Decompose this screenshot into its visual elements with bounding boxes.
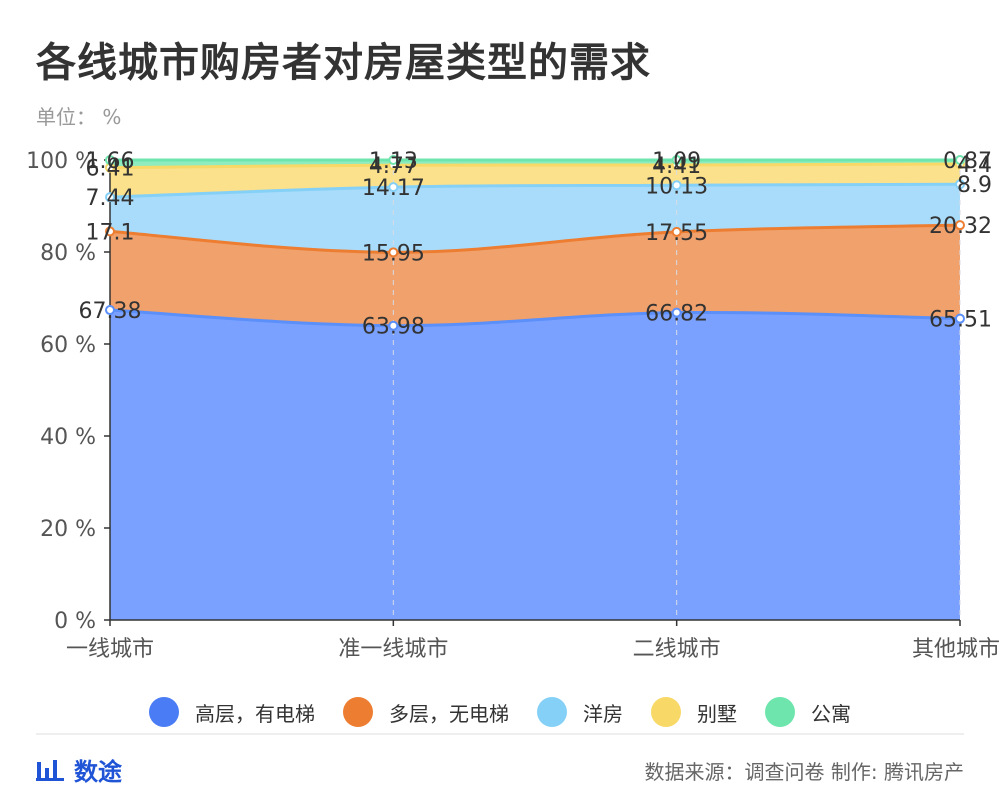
area-series-0 [110, 310, 960, 620]
data-label: 0.87 [943, 149, 992, 174]
y-tick-label: 60 % [40, 333, 96, 358]
data-point [955, 179, 965, 190]
data-label: 4.4 [957, 153, 992, 178]
data-point [105, 226, 115, 237]
data-label: 65.51 [929, 308, 992, 333]
x-tick-label: 一线城市 [66, 637, 154, 662]
data-label: 7.44 [86, 186, 135, 211]
data-label: 4.41 [652, 154, 701, 179]
data-point [955, 220, 965, 231]
series-line-2 [109, 182, 961, 199]
footer-divider [36, 733, 964, 735]
brand-logo: 数途 [36, 752, 122, 787]
y-tick-label: 80 % [40, 241, 96, 266]
data-point [388, 320, 399, 331]
bar-chart-icon [36, 759, 64, 781]
series-line-0 [109, 308, 961, 328]
legend-item-low-rise[interactable]: 多层，无电梯 [343, 697, 509, 727]
data-source: 数据来源：调查问卷 制作: 腾讯房产 [644, 760, 964, 784]
data-label: 66.82 [645, 302, 708, 327]
legend-marker-villa [651, 697, 681, 727]
data-label: 17.1 [86, 220, 135, 245]
data-point [105, 192, 115, 203]
data-point [388, 247, 399, 258]
legend-label-apartment: 公寓 [811, 701, 851, 726]
data-point [671, 226, 682, 237]
y-tick-label: 20 % [40, 517, 96, 542]
stacked-area-chart: 0 % 20 % 40 % 60 % 80 % 100 % 一线城市 准一线城市 二线城市 其他城… [26, 149, 1000, 662]
data-label: 63.98 [362, 315, 425, 340]
x-tick-label: 其他城市 [912, 637, 1000, 662]
data-point [388, 155, 399, 165]
x-tick-label: 二线城市 [633, 637, 721, 662]
legend-label-garden-house: 洋房 [583, 701, 623, 726]
data-point [105, 305, 115, 316]
data-label: 1.13 [369, 149, 418, 174]
brand-name: 数途 [74, 758, 122, 786]
legend-label-villa: 别墅 [697, 701, 737, 726]
legend-label-low-rise: 多层，无电梯 [389, 701, 509, 726]
series-line-1 [109, 223, 961, 254]
legend-marker-high-rise [149, 697, 179, 727]
data-label: 1.66 [86, 149, 135, 174]
legend-marker-garden-house [537, 697, 567, 727]
legend-item-villa[interactable]: 别墅 [651, 697, 737, 727]
data-label: 8.9 [957, 173, 992, 198]
data-point [671, 307, 682, 318]
data-label: 67.38 [79, 299, 142, 324]
legend-marker-low-rise [343, 697, 373, 727]
data-label: 15.95 [362, 241, 425, 266]
data-label: 1.09 [652, 149, 701, 174]
data-label: 20.32 [929, 214, 992, 239]
data-point [671, 155, 682, 165]
data-point [955, 313, 965, 324]
data-point [388, 182, 399, 193]
legend-marker-apartment [765, 697, 795, 727]
legend-item-apartment[interactable]: 公寓 [765, 697, 851, 727]
chart-title: 各线城市购房者对房屋类型的需求 [36, 40, 651, 86]
series-line-3 [109, 162, 961, 170]
y-tick-label: 100 % [26, 149, 96, 174]
data-point [105, 155, 115, 166]
y-tick-label: 0 % [54, 609, 96, 634]
legend-label-high-rise: 高层，有电梯 [195, 701, 315, 726]
data-point [955, 155, 965, 165]
data-label: 14.17 [362, 176, 425, 201]
unit-label: 单位： % [36, 105, 122, 129]
data-label: 4.77 [369, 154, 418, 179]
data-label: 6.41 [86, 157, 135, 182]
legend-item-high-rise[interactable]: 高层，有电梯 [149, 697, 315, 727]
legend-item-garden-house[interactable]: 洋房 [537, 697, 623, 727]
x-tick-label: 准一线城市 [338, 637, 448, 662]
area-series-2 [110, 184, 960, 253]
data-label: 10.13 [645, 174, 708, 199]
data-point [671, 180, 682, 191]
y-tick-label: 40 % [40, 425, 96, 450]
legend: 高层，有电梯 多层，无电梯 洋房 别墅 公寓 [0, 697, 1000, 727]
data-label: 17.55 [645, 221, 708, 246]
